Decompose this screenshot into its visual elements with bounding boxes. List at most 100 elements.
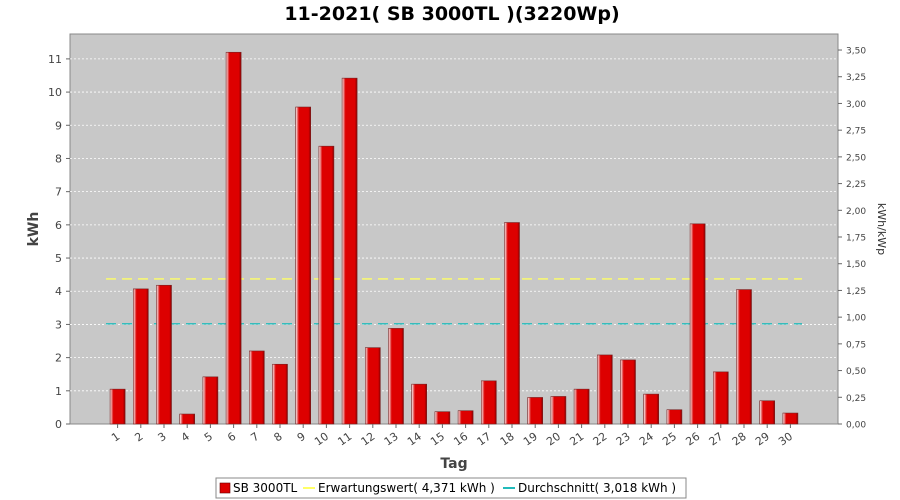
x-tick-label: 7 <box>248 430 261 445</box>
bar <box>272 363 288 425</box>
y-tick-label: 6 <box>55 219 62 232</box>
bar <box>364 347 381 425</box>
y-tick-label: 7 <box>55 186 62 199</box>
grid <box>70 58 838 392</box>
bar <box>133 288 149 425</box>
x-tick-label: 13 <box>382 430 401 449</box>
legend-entry: Erwartungswert( 4,371 kWh ) <box>318 481 495 495</box>
y-tick-label: 2 <box>55 352 62 365</box>
x-tick-label: 6 <box>225 430 238 445</box>
y-tick-label: 8 <box>55 152 62 165</box>
x-tick-label: 21 <box>567 430 586 449</box>
bar <box>643 393 660 425</box>
x-tick-label: 29 <box>753 430 772 449</box>
y-right-tick-label: 0,50 <box>846 367 866 377</box>
reference-lines <box>106 278 802 325</box>
bar <box>620 359 636 425</box>
y-axis-label: kWh <box>26 212 42 247</box>
y-tick-label: 5 <box>55 252 62 265</box>
bar <box>759 400 776 425</box>
bar <box>318 145 335 425</box>
y-axis-right: 0,00 0,25 0,50 0,75 1,00 1,25 1,50 1,75 2,00 2,25… <box>838 47 866 431</box>
legend: SB 3000TL Erwartungswert( 4,371 kWh ) Durc… <box>215 477 687 499</box>
y-right-tick-label: 0,75 <box>846 340 866 350</box>
bar <box>504 222 520 425</box>
x-tick-label: 28 <box>730 430 749 449</box>
legend-box <box>215 477 687 499</box>
y-right-tick-label: 1,25 <box>846 287 866 297</box>
bar <box>388 328 404 425</box>
bar <box>295 106 312 425</box>
x-tick-label: 3 <box>156 430 169 445</box>
bar <box>202 376 219 425</box>
legend-entry: Durchschnitt( 3,018 kWh ) <box>518 481 676 495</box>
x-tick-label: 11 <box>335 430 354 449</box>
y-right-tick-label: 3,25 <box>846 73 866 83</box>
x-tick-label: 27 <box>707 430 726 449</box>
bar <box>527 397 544 425</box>
x-axis: 1 2 3 4 5 6 7 8 9 10 11 12 13 14 15 16 17 18 19 20 21 22 23 24 2… <box>109 424 795 448</box>
chart-title: 11-2021( SB 3000TL )(3220Wp) <box>284 3 619 25</box>
bar <box>782 412 799 425</box>
x-tick-label: 16 <box>451 430 470 449</box>
x-tick-label: 22 <box>591 430 610 449</box>
y-tick-label: 10 <box>48 86 62 99</box>
bar <box>666 409 683 425</box>
bar <box>712 371 729 425</box>
x-tick-label: 20 <box>544 430 563 449</box>
x-tick-label: 17 <box>475 430 494 449</box>
x-tick-label: 2 <box>132 430 145 445</box>
x-tick-label: 9 <box>295 430 308 445</box>
x-tick-label: 14 <box>405 430 424 449</box>
y-right-tick-label: 2,50 <box>846 153 866 163</box>
x-tick-label: 10 <box>312 430 331 449</box>
x-tick-label: 18 <box>498 430 517 449</box>
bar <box>480 380 497 425</box>
bar <box>596 354 613 425</box>
x-tick-label: 15 <box>428 430 447 449</box>
x-tick-label: 24 <box>637 430 656 449</box>
bar <box>434 411 451 425</box>
y-tick-label: 1 <box>55 385 62 398</box>
bar <box>109 388 126 425</box>
bar <box>179 413 195 425</box>
y-right-tick-label: 1,50 <box>846 260 866 270</box>
y-tick-label: 3 <box>55 318 62 331</box>
bar <box>689 223 706 425</box>
bar <box>457 410 474 425</box>
y-right-tick-label: 1,00 <box>846 314 866 324</box>
y-right-tick-label: 3,00 <box>846 100 866 110</box>
x-tick-label: 19 <box>521 430 540 449</box>
x-axis-label: Tag <box>440 456 467 472</box>
x-tick-label: 8 <box>272 430 285 445</box>
bar <box>736 289 752 425</box>
y-axis-left: 0 1 2 3 4 5 6 7 8 9 10 11 <box>48 53 70 431</box>
x-tick-label: 23 <box>614 430 633 449</box>
y-tick-label: 0 <box>55 418 62 431</box>
bar <box>411 383 428 425</box>
y-right-tick-label: 2,00 <box>846 207 866 217</box>
bar <box>341 77 358 425</box>
y-right-tick-label: 0,25 <box>846 394 866 404</box>
y-right-tick-label: 2,75 <box>846 127 866 137</box>
y-right-tick-label: 1,75 <box>846 234 866 244</box>
x-tick-label: 4 <box>179 430 192 445</box>
bars <box>109 51 799 425</box>
bar <box>225 51 242 425</box>
y-tick-label: 11 <box>48 53 62 66</box>
y-tick-label: 9 <box>55 119 62 132</box>
x-tick-label: 1 <box>109 430 122 445</box>
y-right-tick-label: 2,25 <box>846 180 866 190</box>
x-tick-label: 25 <box>660 430 679 449</box>
y-right-tick-label: 0,00 <box>846 421 866 431</box>
bar <box>550 396 567 425</box>
y-axis-label-right: kWh/kWp <box>875 203 888 255</box>
plot-area <box>69 33 839 425</box>
y-right-tick-label: 3,50 <box>846 47 866 57</box>
x-tick-label: 26 <box>683 430 702 449</box>
bar <box>249 350 265 425</box>
bar <box>573 388 590 425</box>
y-tick-label: 4 <box>55 285 62 298</box>
x-tick-label: 12 <box>359 430 378 449</box>
